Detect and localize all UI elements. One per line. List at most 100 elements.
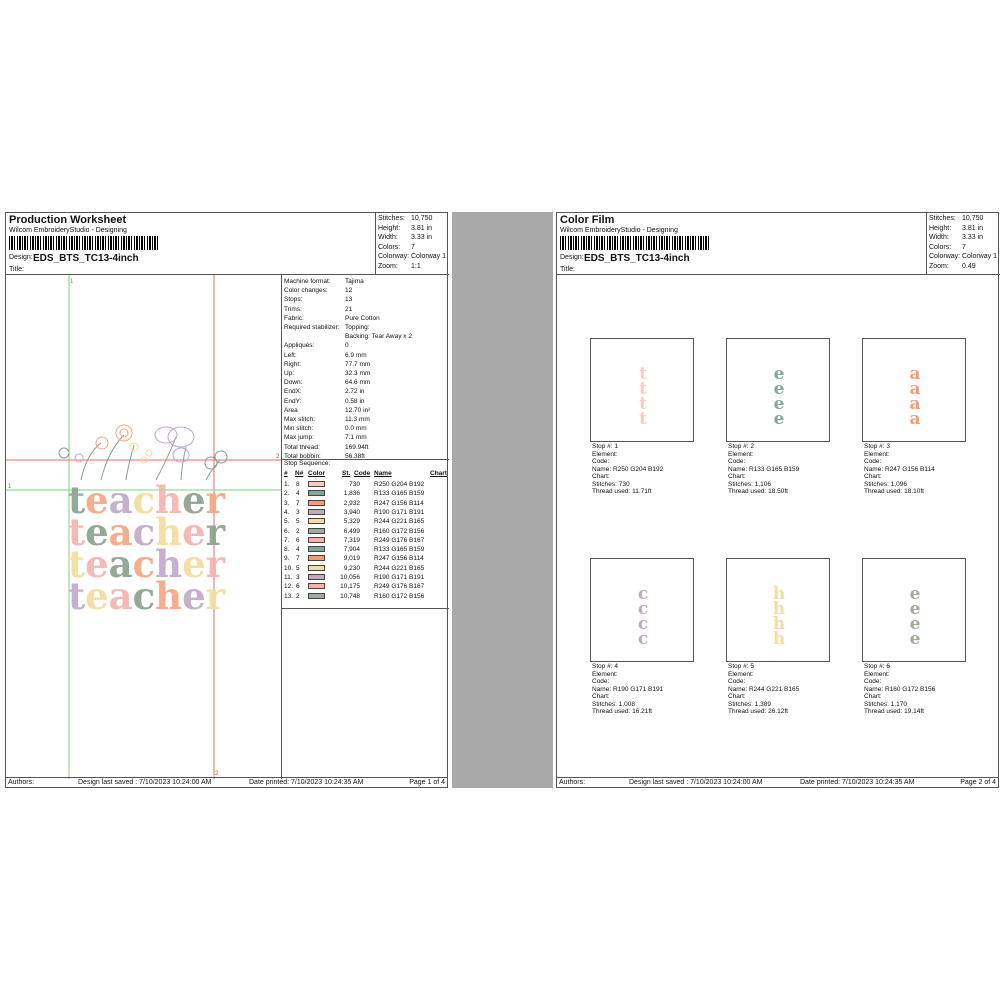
color-film-letter: e xyxy=(773,409,785,429)
stop-color-name: R133 G165 B159 xyxy=(374,546,425,554)
page-footer: Authors: Design last saved : 7/10/2023 1… xyxy=(6,777,447,787)
design-canvas: 1 2 1 2 xyxy=(6,275,281,779)
property-value: 12.70 in² xyxy=(345,406,371,414)
property-value: 21 xyxy=(345,305,353,313)
stop-stitches: 3,940 xyxy=(343,508,360,516)
stat-row: Height: 3.81 in xyxy=(378,224,449,233)
film-stitches: Stitches: 730 xyxy=(592,480,630,488)
stop-stitches: 5,329 xyxy=(343,518,360,526)
color-swatch xyxy=(308,583,325,590)
film-element: Element: xyxy=(864,670,890,678)
stat-value: 7 xyxy=(962,243,966,251)
stat-value: 3.81 in xyxy=(962,224,984,232)
property-key: Max jump: xyxy=(284,434,314,442)
stat-key: Colors: xyxy=(929,243,952,251)
color-film-letter: c xyxy=(637,629,649,649)
color-film-letter: h xyxy=(772,599,786,619)
stat-value: Colorway 1 xyxy=(411,253,447,261)
company-label: Wilcom EmbroideryStudio - Designing xyxy=(9,227,127,234)
footer-page: Page 1 of 4 xyxy=(409,779,445,786)
film-code: Code: xyxy=(864,458,882,465)
property-row: Area 12.70 in² xyxy=(284,406,448,415)
color-swatch xyxy=(308,536,325,543)
property-key: Stops: xyxy=(284,296,303,304)
design-letter: e xyxy=(85,542,109,586)
property-key: Total bobbin: xyxy=(284,452,321,460)
production-worksheet-page: Production Worksheet Wilcom EmbroiderySt… xyxy=(5,212,449,788)
property-key: Down: xyxy=(284,379,303,387)
color-film-letter: t xyxy=(639,394,647,414)
color-swatch xyxy=(308,499,325,506)
property-value: 12 xyxy=(345,287,353,295)
design-stats: Stitches: 10,750 Height: 3.81 in Width: 3.33 … xyxy=(376,213,449,275)
film-code: Code: xyxy=(592,678,610,685)
stop-num: 3. xyxy=(284,499,290,507)
film-chart: Chart: xyxy=(592,473,610,480)
stop-row: 13. 2 10,748 R160 G172 B156 xyxy=(282,592,449,601)
stop-num: 4. xyxy=(284,508,290,516)
color-film-header: Color Film Wilcom EmbroideryStudio - Des… xyxy=(557,213,927,275)
property-row: Up: 32.3 mm xyxy=(284,369,448,378)
film-chart: Chart: xyxy=(592,693,610,700)
design-letter: a xyxy=(109,542,133,586)
film-name: Name: R247 G156 B114 xyxy=(864,465,935,473)
film-stop: Stop #: 5 xyxy=(728,663,755,670)
color-film-letter: h xyxy=(772,584,786,604)
color-swatch xyxy=(308,508,325,515)
stop-row: 11. 3 10,056 R190 G171 B191 xyxy=(282,573,449,582)
stat-value: 7 xyxy=(411,243,415,251)
property-value: Tajima xyxy=(345,278,364,285)
stop-row: 12. 6 10,175 R249 G176 B167 xyxy=(282,582,449,591)
film-element: Element: xyxy=(592,450,618,458)
design-label: Design: xyxy=(560,254,584,261)
stat-row: Width: 3.33 in xyxy=(378,233,449,242)
property-value: 32.3 mm xyxy=(345,370,371,377)
design-letter: h xyxy=(155,478,182,522)
stat-value: 0.49 xyxy=(962,263,976,270)
design-letter: t xyxy=(68,542,85,586)
stat-row: Zoom: 1:1 xyxy=(378,262,449,271)
stop-stitches: 10,748 xyxy=(340,592,360,600)
color-swatch xyxy=(308,481,325,487)
col-header-st: St. xyxy=(342,470,351,477)
color-swatch xyxy=(308,592,325,599)
property-value: 2.72 in xyxy=(345,388,365,396)
stop-num: 7. xyxy=(284,536,290,544)
stat-key: Width: xyxy=(929,234,949,242)
stop-needle: 4 xyxy=(296,546,300,554)
film-name: Name: R244 G221 B165 xyxy=(728,685,800,693)
property-row: Trims: 21 xyxy=(284,305,448,314)
film-chart: Chart: xyxy=(728,473,746,480)
stat-key: Height: xyxy=(929,224,952,232)
film-chart: Chart: xyxy=(864,693,882,700)
property-row: Required stabilizer: Topping: xyxy=(284,323,448,332)
color-film-letter: e xyxy=(773,364,785,384)
property-key: Right: xyxy=(284,360,301,368)
stop-stitches: 9,230 xyxy=(343,564,360,572)
stat-row: Width: 3.33 in xyxy=(929,233,1000,242)
color-film-info: Stop #: 6 Element: Code: Name: R160 G172 B1… xyxy=(864,663,935,716)
stat-key: Stitches: xyxy=(929,215,956,222)
stop-color-name: R247 G156 B114 xyxy=(374,555,424,563)
design-letter: a xyxy=(109,478,133,522)
stat-row: Colors: 7 xyxy=(378,243,449,252)
film-stitches: Stitches: 1,170 xyxy=(864,700,907,708)
stat-row: Stitches: 10,750 xyxy=(378,214,449,223)
property-value: 0.0 mm xyxy=(345,425,367,433)
stop-num: 6. xyxy=(284,527,290,535)
footer-page: Page 2 of 4 xyxy=(960,779,996,786)
stat-key: Zoom: xyxy=(929,263,949,270)
color-film-letter: e xyxy=(909,584,921,604)
stop-needle: 6 xyxy=(296,583,300,591)
color-film-info: Stop #: 5 Element: Code: Name: R244 G221 B1… xyxy=(728,663,799,716)
stop-needle: 7 xyxy=(296,555,300,563)
barcode xyxy=(560,236,710,250)
property-key: Trims: xyxy=(284,305,302,313)
col-header-code: Code xyxy=(354,470,371,477)
barcode xyxy=(9,236,159,250)
stop-row: 6. 2 6,499 R160 G172 B156 xyxy=(282,527,449,536)
color-swatch xyxy=(308,546,325,553)
